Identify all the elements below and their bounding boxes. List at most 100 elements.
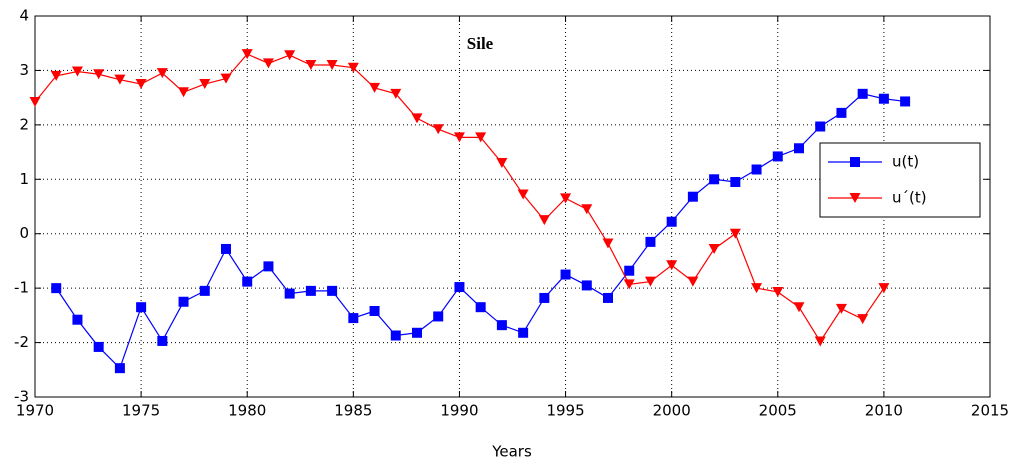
data-point (835, 303, 847, 314)
data-point (221, 243, 231, 254)
data-point (326, 59, 338, 70)
data-point (157, 335, 168, 346)
data-point (72, 314, 83, 325)
data-point (284, 288, 295, 299)
data-point (412, 327, 422, 338)
data-point (93, 69, 105, 80)
x-tick-label: 2010 (865, 402, 903, 420)
data-point (517, 189, 529, 200)
data-point (708, 243, 720, 254)
data-point (348, 313, 359, 324)
data-point (390, 330, 401, 341)
data-point (432, 124, 444, 135)
data-point (560, 193, 572, 204)
x-tick-label: 1985 (334, 402, 372, 420)
data-point (687, 191, 698, 202)
data-point (581, 204, 593, 215)
data-point (454, 282, 465, 293)
data-point (793, 302, 805, 313)
data-point (347, 62, 359, 73)
data-point (581, 280, 592, 291)
y-tick-label: -3 (14, 388, 29, 406)
legend-box (819, 142, 981, 218)
data-point (645, 236, 656, 247)
data-point (284, 50, 296, 61)
data-point (136, 302, 147, 313)
data-point (624, 265, 635, 276)
data-point (199, 79, 211, 90)
data-point (496, 157, 508, 168)
data-point (369, 82, 381, 93)
data-point (242, 276, 253, 287)
data-point (794, 143, 804, 154)
data-point (900, 96, 911, 107)
data-point (666, 260, 678, 271)
data-point (539, 292, 550, 303)
data-point (878, 93, 889, 104)
data-point (666, 216, 677, 227)
chart-title: Sile (467, 34, 494, 53)
data-point (433, 311, 444, 322)
legend-marker (850, 157, 860, 167)
x-axis-label: Years (491, 443, 532, 461)
data-point (857, 88, 868, 99)
x-tick-label: 1970 (16, 402, 54, 420)
legend-label: u(t) (892, 153, 919, 171)
data-point (709, 174, 720, 185)
data-point (156, 68, 168, 79)
data-point (114, 363, 125, 374)
data-point (178, 87, 190, 98)
data-point (560, 269, 571, 280)
data-point (772, 151, 783, 162)
data-point (263, 261, 274, 272)
data-point (878, 283, 890, 294)
data-point (51, 283, 62, 294)
data-point (857, 314, 869, 325)
data-point (220, 73, 232, 84)
data-point (751, 164, 762, 175)
data-point (71, 66, 83, 77)
data-point (814, 336, 826, 347)
x-tick-label: 1975 (122, 402, 160, 420)
data-point (475, 132, 487, 143)
data-point (602, 238, 614, 249)
data-point (390, 88, 402, 99)
legend-label: u´(t) (892, 189, 927, 207)
data-point (369, 306, 380, 317)
x-tick-label: 1980 (228, 402, 266, 420)
y-tick-label: 0 (19, 224, 29, 242)
data-point (603, 292, 613, 303)
data-point (751, 283, 763, 294)
y-tick-label: -2 (14, 333, 29, 351)
data-point (453, 132, 465, 143)
data-point (538, 215, 550, 226)
x-tick-label: 2005 (759, 402, 797, 420)
data-point (262, 58, 274, 69)
data-point (836, 107, 847, 118)
plot-frame (34, 15, 991, 398)
x-tick-label: 1995 (546, 402, 584, 420)
data-point (29, 96, 41, 107)
data-point (199, 285, 210, 296)
data-point (644, 276, 656, 287)
legend-marker (849, 193, 861, 203)
x-tick-label: 2000 (653, 402, 691, 420)
data-point (687, 276, 699, 287)
x-tick-label: 2015 (971, 402, 1009, 420)
y-tick-label: 3 (19, 61, 29, 79)
y-tick-label: 1 (19, 170, 29, 188)
y-tick-label: 4 (19, 7, 29, 25)
data-point (93, 341, 104, 352)
y-tick-label: 2 (19, 115, 29, 133)
y-tick-label: -1 (14, 279, 29, 297)
data-point (623, 279, 635, 290)
data-point (496, 320, 507, 331)
data-point (178, 296, 189, 307)
data-point (305, 285, 316, 296)
data-point (475, 302, 486, 313)
data-point (50, 70, 62, 81)
data-point (518, 327, 529, 338)
data-point (729, 228, 741, 239)
data-point (815, 121, 826, 132)
